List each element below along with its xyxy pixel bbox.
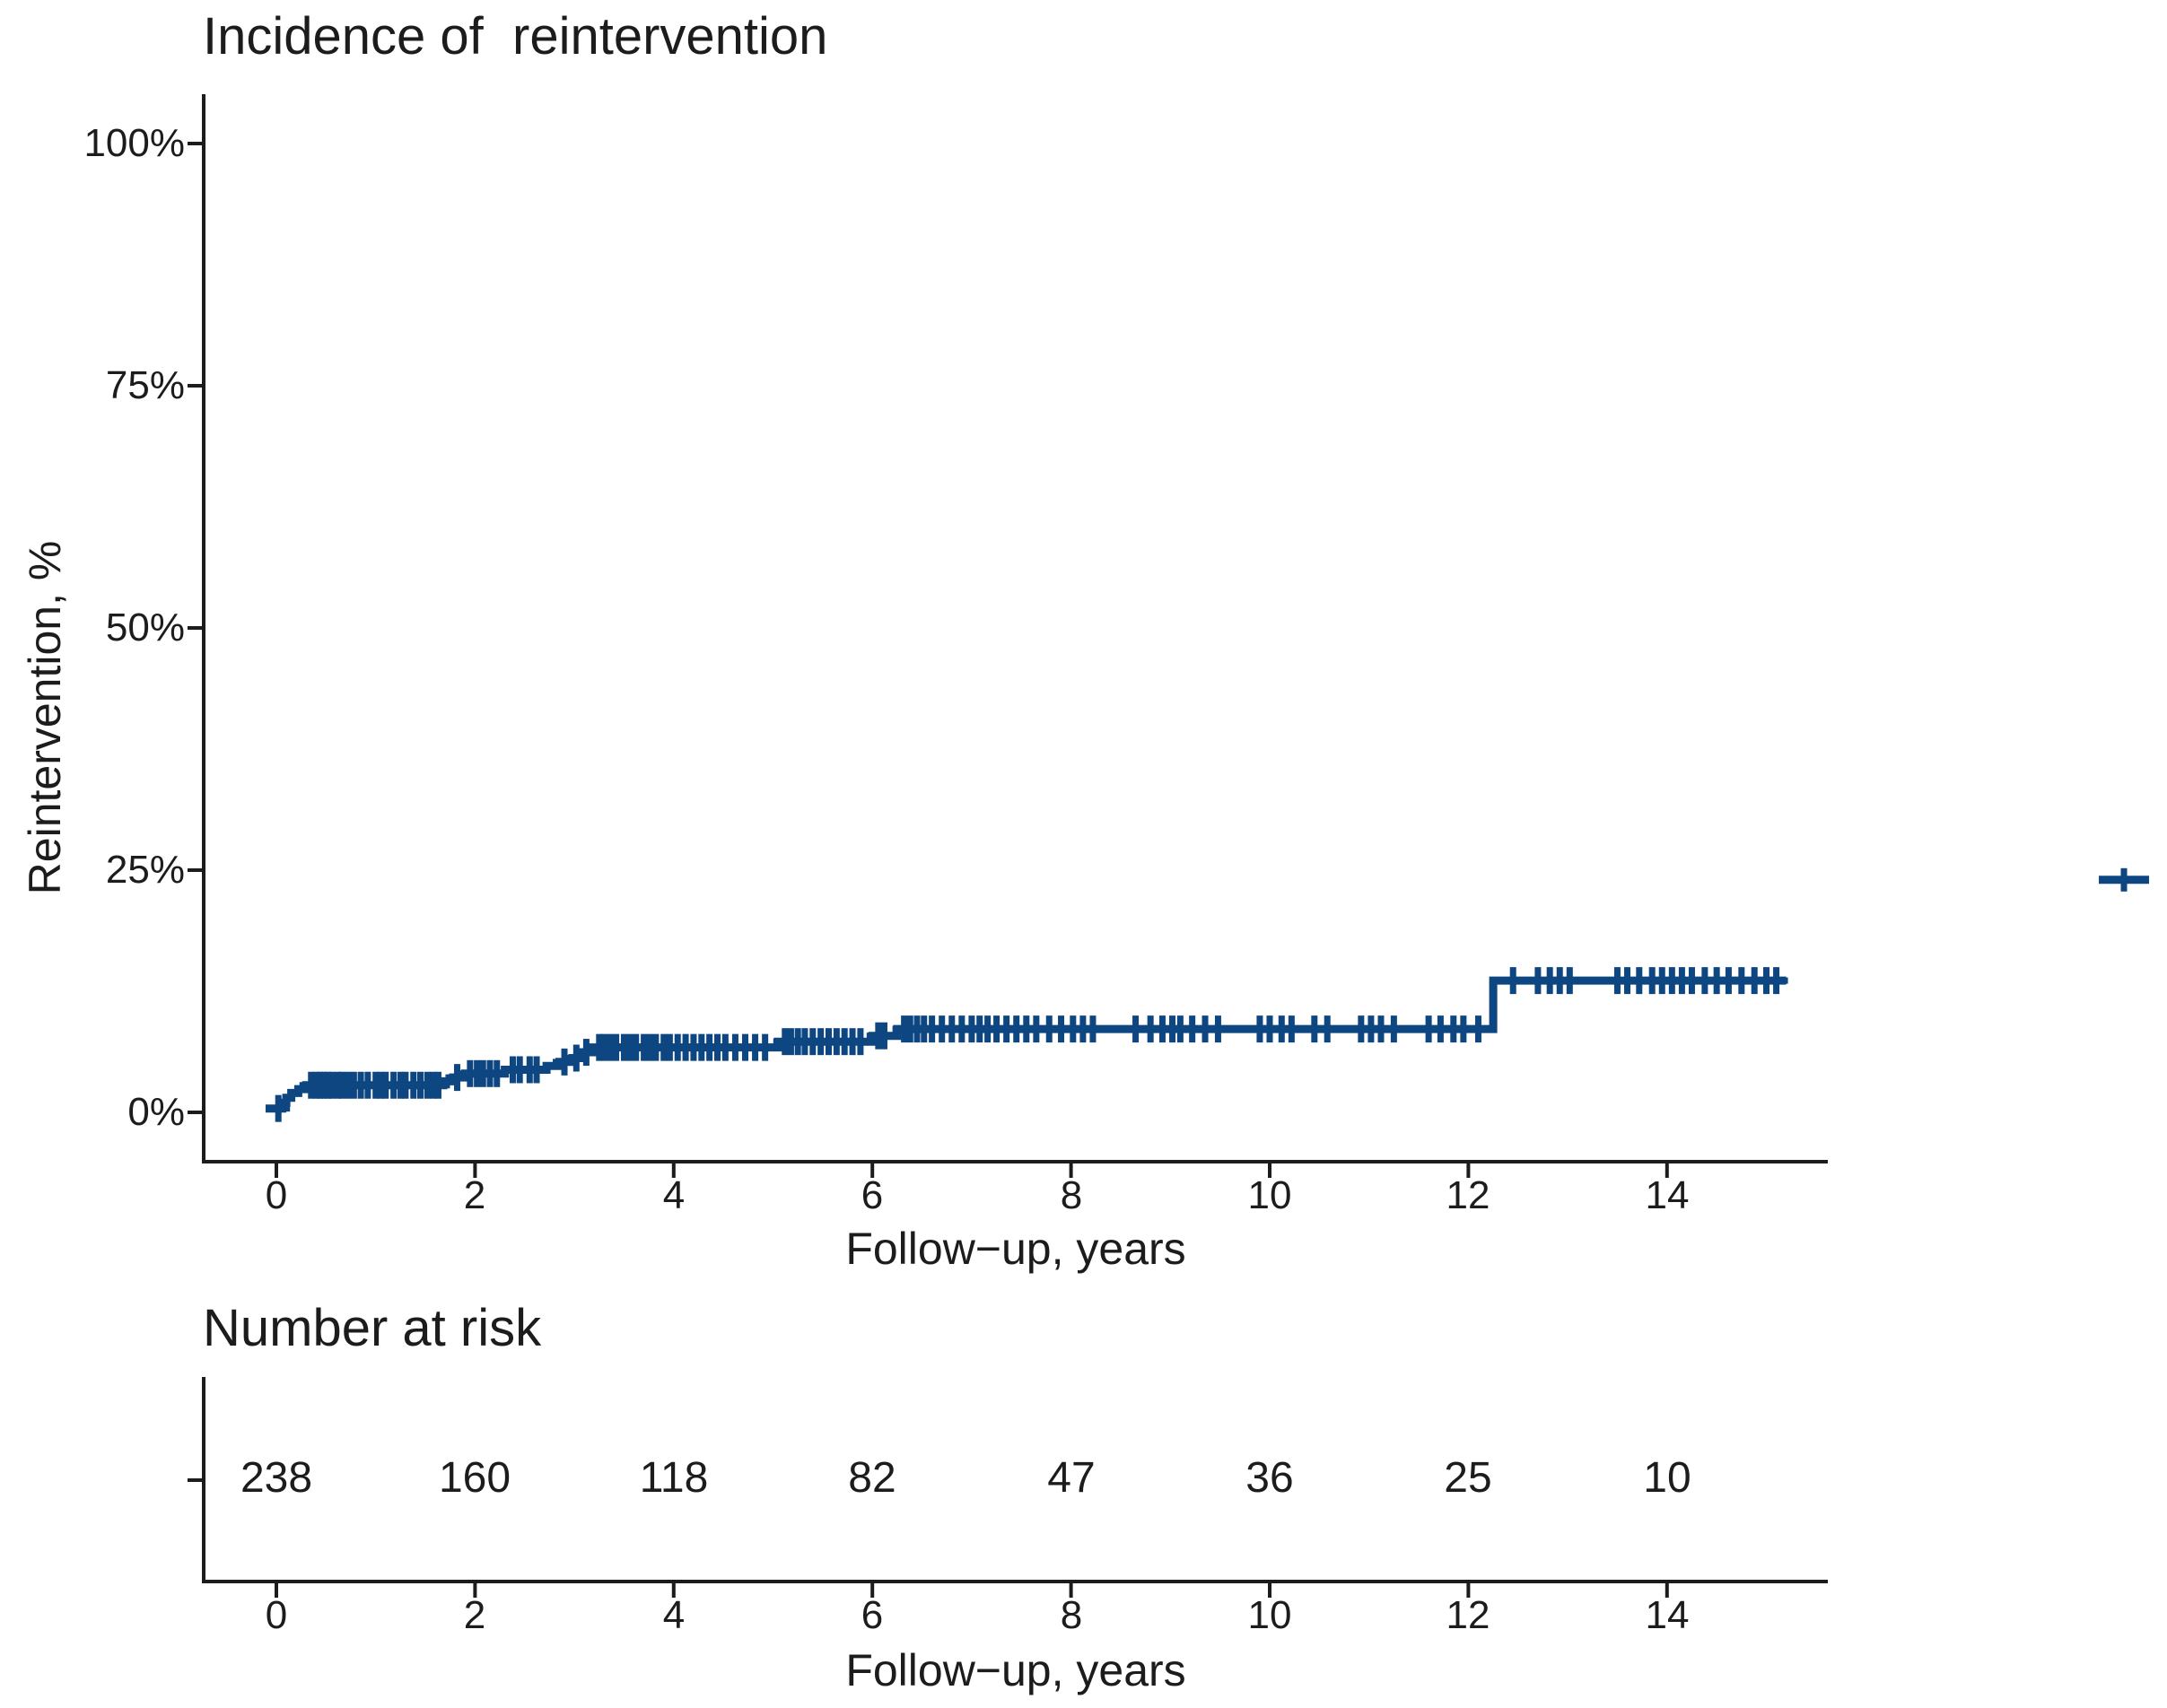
y-tick-label-50: 50% [105, 606, 185, 649]
risk-count-0y: 238 [240, 1454, 313, 1502]
risk-x-tick-label-14: 14 [1645, 1593, 1690, 1637]
x-tick-label-2: 2 [463, 1173, 486, 1217]
risk-count-10y: 36 [1245, 1454, 1294, 1502]
x-tick-label-14: 14 [1645, 1173, 1690, 1217]
risk-count-8y: 47 [1047, 1454, 1096, 1502]
y-tick-label-0: 0% [127, 1090, 185, 1134]
x-tick-label-4: 4 [662, 1173, 686, 1217]
km-step-curve [266, 976, 1787, 1113]
x-tick-label-0: 0 [265, 1173, 288, 1217]
risk-x-tick-label-12: 12 [1446, 1593, 1490, 1637]
risk-x-tick-label-6: 6 [861, 1593, 884, 1637]
x-tick-label-10: 10 [1247, 1173, 1292, 1217]
y-tick-label-100: 100% [83, 121, 185, 165]
risk-x-tick-label-10: 10 [1247, 1593, 1292, 1637]
risk-count-14y: 10 [1643, 1454, 1691, 1502]
risk-x-tick-label-0: 0 [265, 1593, 288, 1637]
y-axis-title: Reintervention, % [20, 540, 70, 895]
y-tick-label-75: 75% [105, 363, 185, 407]
risk-count-12y: 25 [1444, 1454, 1492, 1502]
risk-count-4y: 118 [639, 1454, 709, 1502]
x-tick-label-6: 6 [861, 1173, 884, 1217]
risk-x-tick-label-2: 2 [463, 1593, 486, 1637]
risk-count-6y: 82 [848, 1454, 896, 1502]
x-tick-label-8: 8 [1060, 1173, 1083, 1217]
y-tick-label-25: 25% [105, 848, 185, 892]
chart-title: Incidence of reintervention [203, 7, 828, 65]
risk-table-title: Number at risk [203, 1299, 542, 1357]
risk-x-tick-label-4: 4 [662, 1593, 686, 1637]
x-tick-label-12: 12 [1446, 1173, 1490, 1217]
risk-x-tick-label-8: 8 [1060, 1593, 1083, 1637]
risk-x-axis-title: Follow−up, years [845, 1645, 1186, 1695]
risk-count-2y: 160 [438, 1454, 511, 1502]
x-axis-title: Follow−up, years [845, 1224, 1186, 1274]
